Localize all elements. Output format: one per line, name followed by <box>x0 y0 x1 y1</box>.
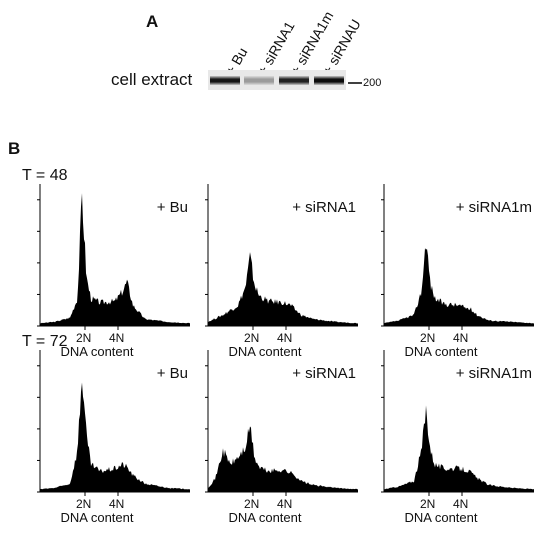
histogram-1 <box>205 184 358 330</box>
lane-label: + Bu <box>222 44 251 78</box>
treatment-label: + siRNA1 <box>292 365 356 382</box>
histogram-area <box>384 405 534 492</box>
x-tick-label: 4N <box>453 331 469 345</box>
histogram-area <box>384 248 534 326</box>
x-tick-label: 4N <box>277 331 293 345</box>
x-tick-label: 2N <box>76 497 92 511</box>
histogram-3 <box>37 350 190 496</box>
histogram-area <box>208 426 358 492</box>
x-tick-label: 4N <box>453 497 469 511</box>
x-tick-label: 2N <box>244 497 260 511</box>
time-label-48: T = 48 <box>22 167 68 184</box>
panel-b-letter: B <box>8 139 21 158</box>
histogram-area <box>40 382 190 492</box>
x-tick-label: 4N <box>277 497 293 511</box>
x-tick-label: 2N <box>420 331 436 345</box>
x-axis-label: DNA content <box>228 510 302 525</box>
x-tick-label: 2N <box>420 497 436 511</box>
x-axis-label: DNA content <box>60 510 134 525</box>
treatment-label: + siRNA1m <box>455 365 532 382</box>
histogram-0 <box>37 184 190 330</box>
x-tick-label: 2N <box>244 331 260 345</box>
treatment-label: + siRNA1 <box>292 199 356 216</box>
x-tick-label: 4N <box>109 331 125 345</box>
histogram-4 <box>205 350 358 496</box>
treatment-label: + Bu <box>156 199 188 216</box>
x-tick-label: 2N <box>76 331 92 345</box>
x-tick-label: 4N <box>109 497 125 511</box>
time-label-72: T = 72 <box>22 333 68 350</box>
blot-band <box>244 76 274 85</box>
panel-a-letter: A <box>146 12 159 31</box>
x-axis-label: DNA content <box>404 344 478 359</box>
blot-band <box>279 76 309 85</box>
x-axis-label: DNA content <box>404 510 478 525</box>
histogram-5 <box>381 350 534 496</box>
histogram-2 <box>381 184 534 330</box>
treatment-label: + Bu <box>156 365 188 382</box>
blot-row-label: cell extract <box>111 70 193 89</box>
blot-band <box>314 76 344 85</box>
x-axis-label: DNA content <box>228 344 302 359</box>
size-marker: 200 <box>363 77 382 89</box>
histogram-area <box>208 252 358 326</box>
x-axis-label: DNA content <box>60 344 134 359</box>
treatment-label: + siRNA1m <box>455 199 532 216</box>
